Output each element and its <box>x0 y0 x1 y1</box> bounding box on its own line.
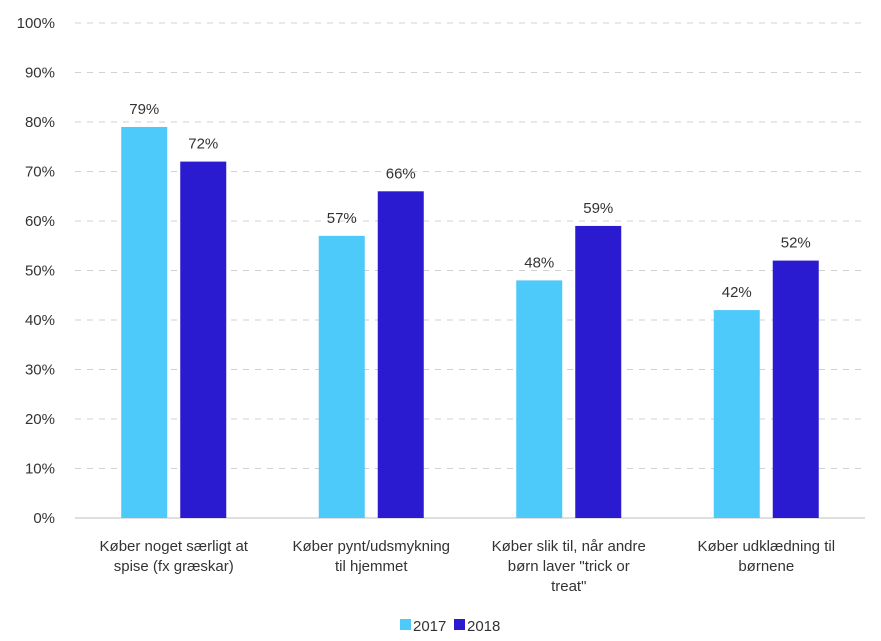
x-category-label: Køber slik til, når andre børn laver "tri… <box>492 538 646 595</box>
data-label: 52% <box>781 235 811 252</box>
bar-2018-1 <box>180 161 227 518</box>
y-tick-label: 20% <box>25 411 55 428</box>
data-label: 79% <box>129 101 159 118</box>
bar-2017-4 <box>713 310 760 518</box>
x-category-label: Køber udklædning til børnene <box>697 538 835 575</box>
legend-label: 2017 <box>413 618 446 635</box>
y-tick-label: 50% <box>25 263 55 280</box>
y-tick-label: 60% <box>25 213 55 230</box>
data-label: 72% <box>188 136 218 153</box>
bars <box>121 126 819 519</box>
y-tick-label: 90% <box>25 65 55 82</box>
legend-swatch <box>454 619 465 630</box>
data-label: 48% <box>524 254 554 271</box>
x-category-line: Køber slik til, når andre <box>492 538 646 555</box>
y-tick-label: 70% <box>25 164 55 181</box>
bar-2018-2 <box>377 191 424 519</box>
data-label: 42% <box>722 284 752 301</box>
legend-item-2017: 2017 <box>400 618 446 635</box>
x-category-line: Køber pynt/udsmykning <box>292 538 450 555</box>
y-tick-label: 30% <box>25 362 55 379</box>
y-tick-label: 80% <box>25 114 55 131</box>
legend-label: 2018 <box>467 618 500 635</box>
data-label: 59% <box>583 200 613 217</box>
data-labels: 79% 72% 57% 66% 48% 59% 42% 52% <box>129 101 811 301</box>
x-category-line: Køber noget særligt at <box>100 538 249 555</box>
x-category-label: Køber noget særligt at spise (fx græskar) <box>100 538 249 575</box>
legend-item-2018: 2018 <box>454 618 500 635</box>
bar-2017-1 <box>121 126 168 518</box>
legend: 2017 2018 <box>400 618 500 635</box>
data-label: 66% <box>386 165 416 182</box>
x-category-label: Køber pynt/udsmykning til hjemmet <box>292 538 450 575</box>
y-tick-label: 0% <box>33 510 55 527</box>
x-category-line: børnene <box>738 558 794 575</box>
x-category-line: spise (fx græskar) <box>114 558 234 575</box>
x-axis: Køber noget særligt at spise (fx græskar)… <box>100 538 835 595</box>
y-tick-label: 40% <box>25 312 55 329</box>
x-category-line: børn laver "trick or <box>508 558 630 575</box>
bar-2018-4 <box>772 260 819 518</box>
bar-2018-3 <box>575 225 622 518</box>
x-category-line: til hjemmet <box>335 558 408 575</box>
x-category-line: treat" <box>551 578 586 595</box>
y-tick-label: 100% <box>17 15 55 32</box>
y-tick-label: 10% <box>25 461 55 478</box>
data-label: 57% <box>327 210 357 227</box>
y-axis: 0% 10% 20% 30% 40% 50% 60% 70% 80% 90% 100% <box>17 15 55 527</box>
x-category-line: Køber udklædning til <box>697 538 835 555</box>
legend-swatch <box>400 619 411 630</box>
bar-2017-3 <box>516 280 563 518</box>
bar-2017-2 <box>318 235 365 518</box>
